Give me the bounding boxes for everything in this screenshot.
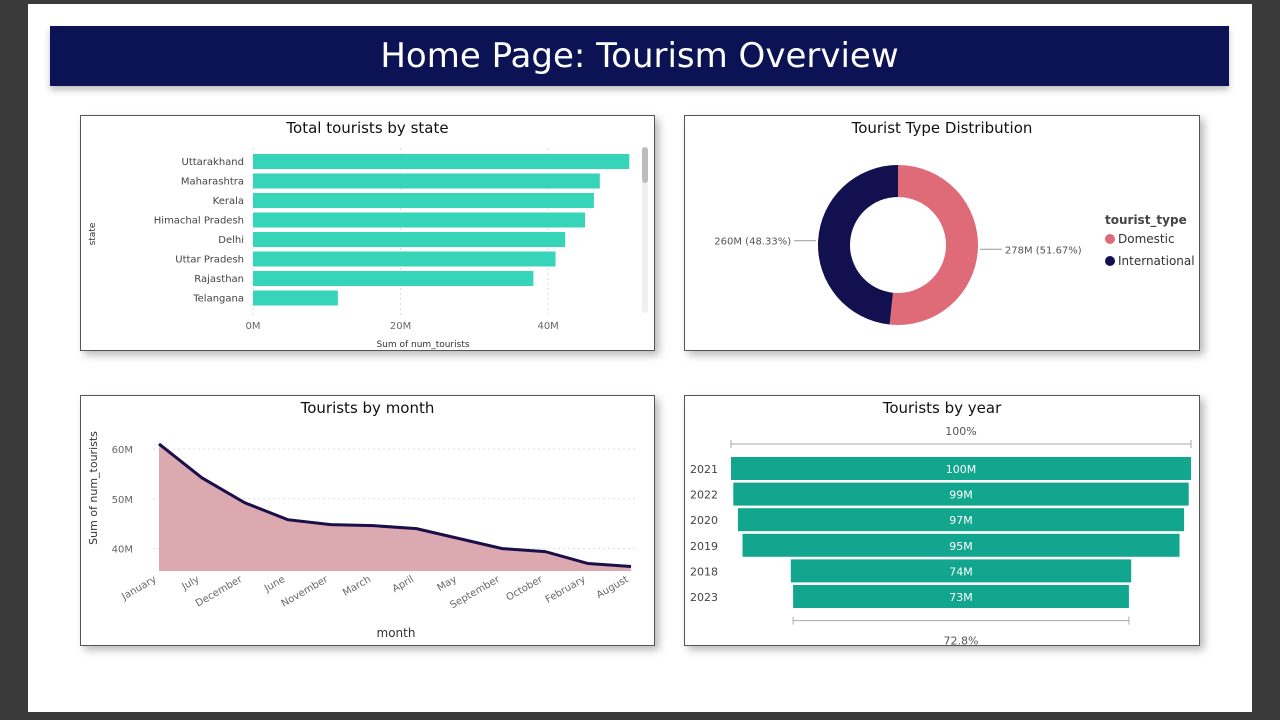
legend-dot-icon xyxy=(1105,256,1115,266)
funnel-category-label: 2021 xyxy=(690,463,718,476)
y-tick-label: 60M xyxy=(112,445,133,456)
funnel-data-label: 73M xyxy=(949,591,973,604)
funnel-bar-2023 xyxy=(793,585,1129,608)
x-tick-label: December xyxy=(194,574,245,610)
funnel-bar-2021 xyxy=(731,457,1191,480)
legend-dot-icon xyxy=(1105,234,1115,244)
y-tick-label: Uttar Pradesh xyxy=(175,255,244,266)
bar-himachal-pradesh xyxy=(253,212,586,228)
funnel-data-label: 100M xyxy=(946,463,977,476)
month-area-chart-panel[interactable]: Tourists by month 40M 50M 60M January July De… xyxy=(80,395,655,646)
y-tick-label: Rajasthan xyxy=(194,274,244,285)
funnel-bar-2020 xyxy=(737,508,1185,532)
y-tick-label: Uttarakhand xyxy=(182,157,244,168)
state-bar-chart: 0M 20M 40M Uttarakhand Maharashtra Kerala Hima… xyxy=(88,148,630,350)
x-axis-label: Sum of num_tourists xyxy=(376,340,469,350)
bar-rajasthan xyxy=(253,271,534,286)
funnel-category-label: 2018 xyxy=(690,565,718,578)
x-tick-label: July xyxy=(179,574,201,593)
funnel-bar-2018 xyxy=(790,559,1132,583)
funnel-bar-2022 xyxy=(733,482,1189,506)
state-chart-title: Total tourists by state xyxy=(286,119,449,137)
funnel-data-label: 97M xyxy=(949,514,973,527)
x-tick-label: November xyxy=(280,574,331,610)
y-axis-label: state xyxy=(88,222,98,245)
page-title: Home Page: Tourism Overview xyxy=(380,36,899,76)
funnel-data-label: 95M xyxy=(949,540,973,553)
state-chart-scrollbar[interactable] xyxy=(642,147,648,313)
bottom-percent-label: 72.8% xyxy=(944,635,979,645)
legend-title: tourist_type xyxy=(1105,213,1187,227)
y-tick-label: Himachal Pradesh xyxy=(154,216,244,227)
y-tick-label: 50M xyxy=(112,495,133,506)
y-tick-label: Kerala xyxy=(213,196,244,207)
bar-maharashtra xyxy=(253,173,600,189)
bar-telangana xyxy=(253,290,338,306)
tourist-type-donut-chart: 278M (51.67%) 260M (48.33%) xyxy=(714,165,1082,325)
x-tick-label: August xyxy=(595,574,631,601)
area-fill xyxy=(159,443,631,571)
tourist-type-donut-panel[interactable]: Tourist Type Distribution 278M (51.67%) 2… xyxy=(684,115,1200,351)
year-funnel-chart-panel[interactable]: Tourists by year 100% 100M 2021 99M 2022 97M 2… xyxy=(684,395,1200,648)
month-chart-title: Tourists by month xyxy=(300,399,435,417)
y-tick-label: Maharashtra xyxy=(181,177,244,188)
x-tick-label: October xyxy=(505,574,546,604)
bar-uttarakhand xyxy=(253,154,630,169)
area-line xyxy=(158,442,632,569)
top-percent-label: 100% xyxy=(945,425,976,438)
state-chart-scroll-thumb[interactable] xyxy=(642,147,648,183)
funnel-category-label: 2022 xyxy=(690,489,718,502)
x-tick-label: 20M xyxy=(390,321,411,332)
x-tick-label: May xyxy=(435,574,458,594)
y-tick-label: 40M xyxy=(112,545,133,556)
funnel-category-label: 2019 xyxy=(690,540,718,553)
slice-data-label: 278M (51.67%) xyxy=(1005,245,1082,256)
bar-delhi xyxy=(253,232,566,247)
y-tick-label: Telangana xyxy=(192,294,244,305)
x-tick-label: June xyxy=(262,574,287,595)
funnel-data-label: 74M xyxy=(949,565,973,578)
bar-kerala xyxy=(253,193,594,208)
page-header: Home Page: Tourism Overview xyxy=(50,26,1229,86)
x-tick-label: 0M xyxy=(246,321,261,332)
y-axis-label: Sum of num_tourists xyxy=(87,431,100,545)
year-chart-title: Tourists by year xyxy=(882,399,1002,417)
bar-uttar-pradesh xyxy=(253,251,556,267)
x-tick-label: March xyxy=(341,574,373,599)
legend-label: Domestic xyxy=(1118,232,1175,246)
funnel-data-label: 99M xyxy=(949,489,973,502)
type-chart-title: Tourist Type Distribution xyxy=(851,119,1033,137)
funnel-category-label: 2023 xyxy=(690,591,718,604)
funnel-category-label: 2020 xyxy=(690,514,718,527)
donut-slice-international xyxy=(818,165,898,325)
y-tick-label: Delhi xyxy=(218,235,244,246)
legend-item-international[interactable]: International xyxy=(1105,254,1195,268)
report-canvas: Home Page: Tourism Overview Total touris… xyxy=(28,4,1252,712)
slice-data-label: 260M (48.33%) xyxy=(714,237,791,248)
x-tick-label: January xyxy=(119,574,158,603)
x-tick-label: April xyxy=(391,574,416,595)
tourist-type-legend: tourist_type Domestic International xyxy=(1105,213,1195,276)
state-bar-chart-panel[interactable]: Total tourists by state 0M 20M 40M Uttarakh… xyxy=(80,115,655,351)
donut-slice-domestic xyxy=(889,165,978,325)
year-funnel-chart: 100% 100M 2021 99M 2022 97M 2020 95M 2019 74M 2018… xyxy=(690,425,1192,648)
funnel-bar-2019 xyxy=(742,533,1180,557)
x-axis-label: month xyxy=(377,626,416,640)
x-tick-label: September xyxy=(448,574,502,612)
x-tick-label: February xyxy=(544,574,588,606)
x-tick-label: 40M xyxy=(537,321,558,332)
legend-item-domestic[interactable]: Domestic xyxy=(1105,232,1195,246)
legend-label: International xyxy=(1118,254,1195,268)
